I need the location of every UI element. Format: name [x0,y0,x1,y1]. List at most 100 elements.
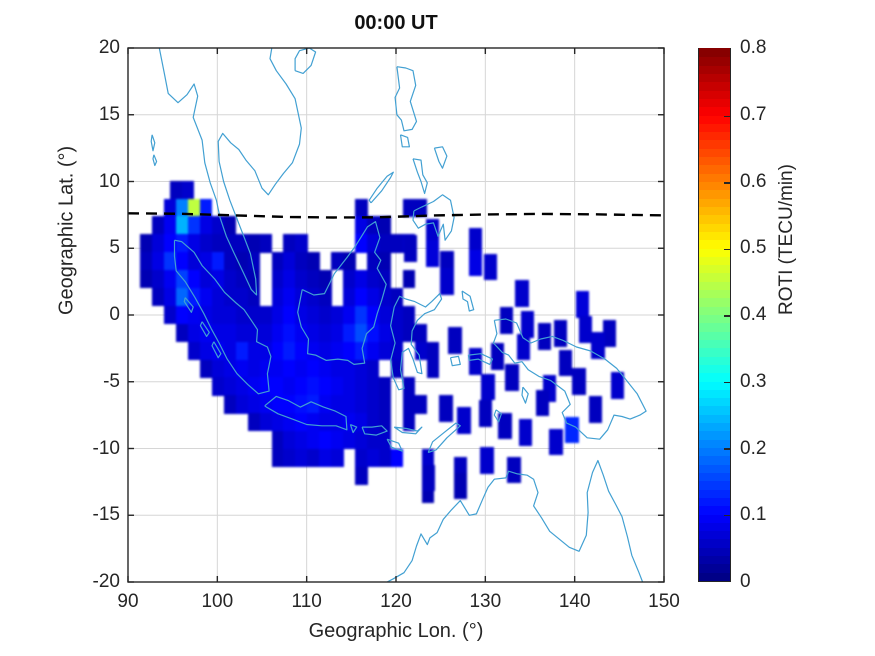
colorbar [698,48,731,582]
colorbar-strip [699,173,730,182]
colorbar-strip [699,497,730,507]
colorbar-strip [699,380,730,390]
colorbar-strip [699,430,730,440]
colorbar-strip [699,364,730,374]
colorbar-strip [699,347,730,357]
plot-title: 00:00 UT [354,12,438,34]
x-tick-label: 110 [291,591,322,612]
colorbar-strip [699,422,730,432]
colorbar-strip [699,339,730,349]
colorbar-strip [699,488,730,498]
colorbar-tick [724,514,730,516]
colorbar-strip [699,322,730,332]
y-tick-label: -10 [92,437,120,459]
colorbar-strip [699,513,730,523]
x-tick-label: 100 [201,591,234,612]
colorbar-strip [699,65,730,74]
colorbar-tick-label: 0.4 [740,304,767,325]
colorbar-strip [699,214,730,224]
colorbar-tick [724,448,730,450]
colorbar-strip [699,563,730,573]
colorbar-tick-label: 0.5 [740,237,767,259]
colorbar-tick-label: 0.1 [740,504,767,526]
colorbar-strip [699,447,730,457]
colorbar-tick-label: 0.7 [740,103,767,125]
colorbar-strip [699,455,730,465]
x-tick-label: 90 [117,591,139,612]
colorbar-strip [699,114,730,124]
colorbar-strip [699,98,730,108]
colorbar-tick-label: 0.2 [740,437,767,459]
colorbar-strip [699,181,730,191]
colorbar-strip [699,314,730,324]
colorbar-strip [699,256,730,266]
colorbar-strip [699,289,730,299]
colorbar-strip [699,206,730,216]
y-tick-label: 20 [98,37,120,58]
y-tick-label: -5 [103,370,120,392]
plot-area [128,48,664,582]
colorbar-strip [699,131,730,141]
colorbar-strip [699,297,730,307]
colorbar-strip [699,89,730,99]
colorbar-strip [699,264,730,274]
colorbar-strip [699,189,730,199]
colorbar-strip [699,331,730,340]
colorbar-strip [699,405,730,415]
y-tick-label: -15 [92,504,120,526]
colorbar-tick-label: 0 [740,571,751,592]
colorbar-strip [699,106,730,116]
x-axis-label: Geographic Lon. (°) [308,620,484,642]
colorbar-strip [699,73,730,83]
x-tick-label: 120 [380,591,412,612]
y-tick-label: 0 [109,304,120,325]
colorbar-strip [699,56,730,66]
x-tick-label: 140 [558,591,591,612]
x-tick-label: 130 [469,591,502,612]
colorbar-strip [699,272,730,282]
colorbar-tick [724,115,730,117]
colorbar-strip [699,48,730,58]
colorbar-strip [699,555,730,565]
colorbar-strip [699,231,730,241]
colorbar-strip [699,505,730,515]
colorbar-strip [699,547,730,557]
colorbar-tick-label: 0.6 [740,170,767,192]
colorbar-tick-label: 0.3 [740,370,767,392]
colorbar-strip [699,397,730,407]
colorbar-strip [699,164,730,174]
colorbar-strip [699,123,730,133]
colorbar-strip [699,464,730,473]
y-tick-label: 15 [98,103,120,125]
colorbar-tick-label: 0.8 [740,37,767,58]
colorbar-tick [724,248,730,250]
colorbar-strip [699,81,730,91]
colorbar-strip [699,480,730,490]
colorbar-tick [724,182,730,184]
y-tick-label: -20 [92,571,120,592]
colorbar-strip [699,239,730,249]
y-tick-label: 5 [109,237,120,259]
colorbar-strip [699,222,730,232]
colorbar-strip [699,414,730,424]
colorbar-strip [699,372,730,382]
colorbar-strip [699,439,730,448]
colorbar-tick [724,381,730,383]
colorbar-strip [699,538,730,548]
colorbar-strip [699,522,730,532]
y-tick-label: 10 [98,170,120,192]
colorbar-strip [699,281,730,291]
colorbar-strip [699,530,730,540]
x-tick-label: 150 [648,591,680,612]
colorbar-strip [699,148,730,158]
colorbar-strip [699,355,730,365]
colorbar-strip [699,156,730,166]
colorbar-strip [699,198,730,207]
colorbar-strip [699,389,730,399]
colorbar-strip [699,472,730,482]
colorbar-tick [724,315,730,317]
colorbar-strip [699,247,730,257]
colorbar-strip [699,306,730,315]
colorbar-strip [699,139,730,149]
